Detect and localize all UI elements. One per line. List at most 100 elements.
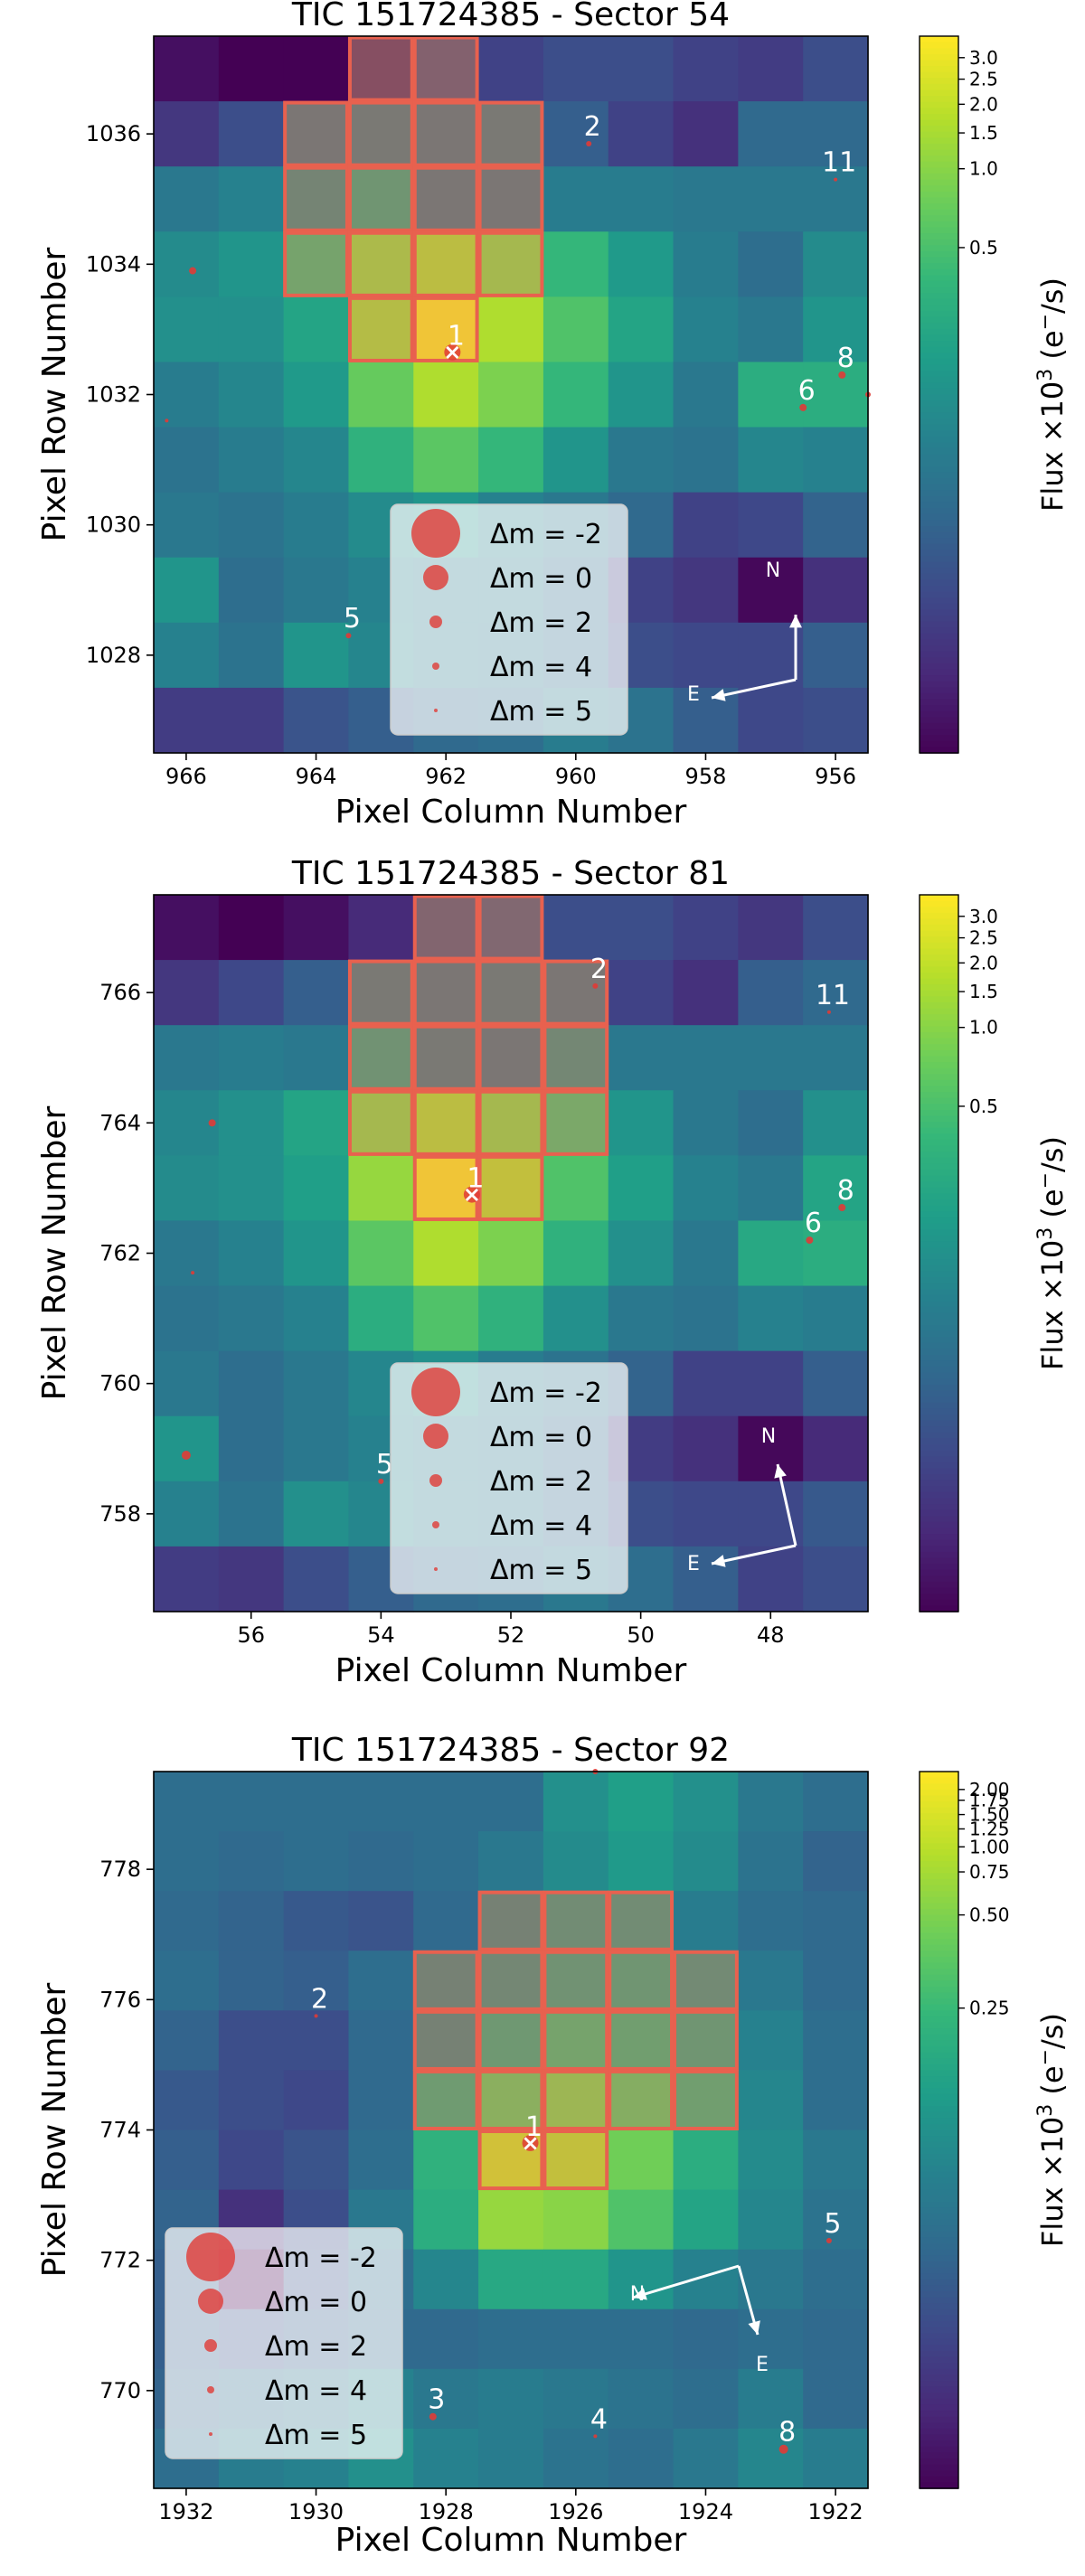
heatmap-cell [803,1951,869,2011]
colorbar-segment [920,1145,958,1152]
compass-east-label: E [756,2354,769,2376]
colorbar-segment [920,2308,958,2317]
colorbar-segment [920,2111,958,2120]
star-markers: ×1 2 5 3 4 8 [311,1769,841,2454]
star-label: 2 [311,1983,328,2015]
colorbar-segment [920,579,958,587]
colorbar-segment [920,2022,958,2029]
heatmap-cell [803,166,869,232]
heatmap-cell [413,2189,479,2251]
colorbar-segment [920,1896,958,1904]
colorbar-segment [920,621,958,629]
heatmap-cell [218,1772,285,1832]
heatmap-cell [348,296,414,363]
legend-box [390,1362,628,1594]
star-label: 5 [824,2208,841,2240]
y-tick-label: 766 [99,980,141,1005]
heatmap-cell [738,687,804,754]
heatmap-cell [218,1220,285,1287]
colorbar-segment [920,418,958,426]
colorbar-segment [920,1001,958,1010]
heatmap-cell [673,296,739,363]
y-axis-ticks: 770 772 774 776 778 [99,1857,154,2403]
star-label: 4 [590,2403,608,2435]
star-label: 8 [778,2417,796,2449]
star-label: 8 [837,343,854,374]
heatmap-cell [283,1285,350,1352]
colorbar-segment [920,96,958,103]
colorbar-segment [920,1086,958,1093]
colorbar-segment [920,2016,958,2024]
colorbar-segment [920,1825,958,1832]
colorbar-segment [920,161,958,169]
heatmap-cell [803,101,869,167]
colorbar-segment [920,2249,958,2257]
colorbar-segment [920,1599,958,1607]
colorbar-tick-label: 2.5 [969,69,998,90]
chart-title: TIC 151724385 - Sector 92 [291,1732,730,1769]
heatmap-cell [218,231,285,297]
colorbar-segment [920,221,958,229]
heatmap-cell [478,2368,544,2430]
heatmap-cell [542,362,609,428]
colorbar-segment [920,925,958,932]
colorbar-segment [920,1259,958,1266]
colorbar-segment [920,1557,958,1565]
colorbar-segment [920,1271,958,1278]
colorbar-tick-label: 2.00 [969,1779,1010,1800]
colorbar-segment [920,663,958,671]
y-tick-label: 770 [99,2378,141,2403]
x-axis-ticks: 56 54 52 50 48 [237,1612,785,1648]
target-cross: × [463,1182,481,1208]
colorbar-segment [920,1235,958,1243]
heatmap-cell [348,1025,414,1091]
star-marker [834,177,838,182]
colorbar-segment [920,1921,958,1928]
heatmap-cell [478,1831,544,1892]
heatmap-cell [608,2189,675,2251]
y-tick-label: 760 [99,1371,141,1396]
legend-marker [209,2432,212,2436]
chart-title: TIC 151724385 - Sector 81 [291,859,730,892]
heatmap-cell [542,2129,609,2191]
compass-east-arrow [711,1544,797,1565]
heatmap-cell [154,166,220,232]
legend-label: Δm = -2 [490,519,602,550]
heatmap-cell [348,2129,414,2191]
x-tick-label: 56 [237,1622,265,1648]
heatmap-cell [154,1951,220,2011]
aperture-pixel [347,230,414,297]
heatmap-cell [413,2249,479,2310]
aperture-pixel [608,1890,675,1951]
colorbar-segment [920,2464,958,2471]
heatmap-cell [608,427,675,494]
colorbar-segment [920,1044,958,1051]
heatmap-cell [413,1891,479,1951]
heatmap-cell [413,1090,479,1156]
colorbar-segment [920,1062,958,1069]
heatmap-cell [608,101,675,167]
heatmap-cell [738,1220,804,1287]
heatmap-cell [154,1831,220,1892]
colorbar-label: Flux ×103 (e−/s) [1034,2013,1071,2247]
star-label: 11 [822,147,856,179]
heatmap-cell [803,2368,869,2430]
heatmap-cell [283,1155,350,1222]
colorbar-segment [920,609,958,616]
colorbar-segment [920,1807,958,1815]
heatmap-cell [413,1772,479,1832]
colorbar-segment [920,692,958,700]
legend-marker [429,616,442,628]
heatmap-cell [542,1285,609,1352]
legend-label: Δm = -2 [490,1377,602,1409]
heatmap-cell [738,1285,804,1352]
colorbar-segment [920,1551,958,1559]
x-tick-label: 958 [685,764,727,789]
heatmap-cell [803,1350,869,1417]
colorbar-segment [920,2428,958,2436]
colorbar-segment [920,1211,958,1218]
compass-east-label: E [687,1553,700,1575]
compass-north-arrow [776,1463,797,1547]
legend-label: Δm = 4 [490,652,592,683]
colorbar-segment [920,1443,958,1452]
